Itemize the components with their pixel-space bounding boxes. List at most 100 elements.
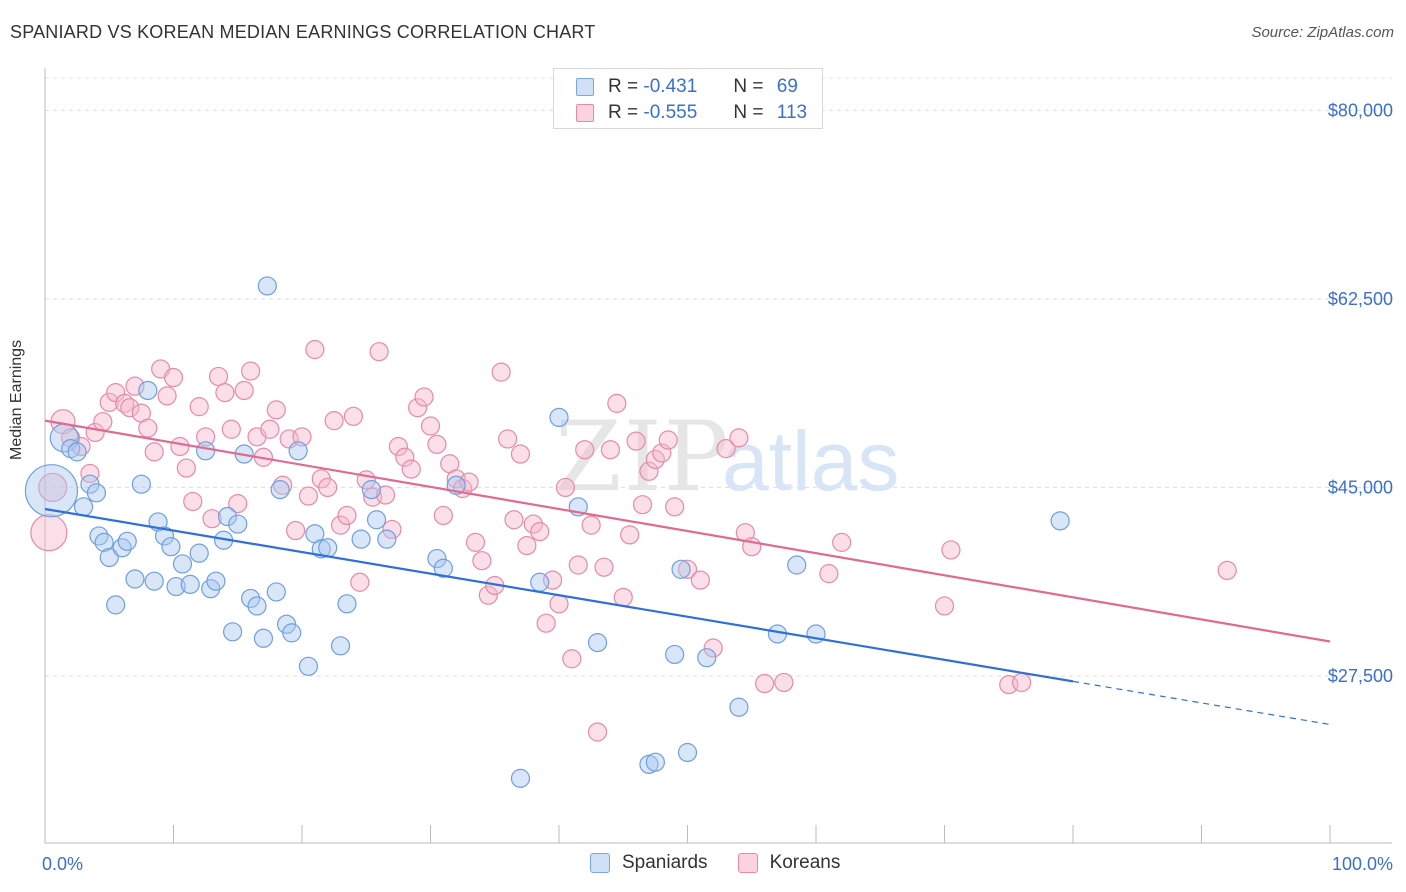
korean-point xyxy=(414,387,434,407)
series-legend-label-spaniards: Spaniards xyxy=(622,852,708,873)
series-spaniards-points xyxy=(24,276,1070,788)
legend-swatch-koreans xyxy=(576,104,594,122)
series-koreans-points xyxy=(30,339,1237,742)
spaniard-point xyxy=(1050,511,1070,531)
spaniard-point xyxy=(154,526,175,546)
y-tick-label: $62,500 xyxy=(1328,289,1393,309)
korean-point xyxy=(183,491,203,512)
spaniard-point xyxy=(510,768,531,788)
korean-point xyxy=(581,515,601,535)
spaniard-point xyxy=(67,442,87,462)
korean-point xyxy=(427,434,447,454)
korean-point xyxy=(234,380,254,401)
y-tick-label: $27,500 xyxy=(1328,666,1393,686)
korean-point xyxy=(472,551,492,571)
korean-point xyxy=(266,400,286,420)
spaniard-point xyxy=(257,276,277,296)
korean-point xyxy=(38,472,68,503)
korean-point xyxy=(401,459,421,479)
spaniard-point xyxy=(99,547,119,568)
korean-point xyxy=(324,411,344,431)
spaniard-point xyxy=(228,514,248,534)
trend-lines xyxy=(44,419,1331,726)
korean-point xyxy=(536,613,556,633)
korean-point xyxy=(504,510,524,530)
korean-point xyxy=(934,596,955,616)
spaniard-point xyxy=(729,697,749,717)
legend-swatch-spaniards xyxy=(576,78,594,96)
korean-point xyxy=(99,392,119,412)
spaniard-point xyxy=(787,555,807,575)
korean-point xyxy=(120,398,140,418)
korean-point xyxy=(465,532,486,552)
korean-point xyxy=(665,497,685,517)
spaniard-point xyxy=(433,558,453,578)
korean-point xyxy=(523,514,543,534)
korean-point xyxy=(318,477,338,498)
spaniard-point xyxy=(330,636,351,656)
korean-point xyxy=(626,431,646,451)
korean-point xyxy=(241,361,261,381)
spaniard-point xyxy=(697,648,717,668)
spaniard-point xyxy=(351,529,371,549)
spaniard-point xyxy=(125,569,145,589)
korean-point xyxy=(433,505,453,526)
korean-point xyxy=(510,444,531,464)
spaniard-point xyxy=(144,571,164,591)
axes xyxy=(44,68,1392,844)
korean-point xyxy=(562,649,582,669)
korean-point xyxy=(420,416,441,436)
korean-point xyxy=(600,440,621,460)
legend-r-value: -0.555 xyxy=(643,102,698,123)
korean-point xyxy=(189,397,209,417)
x-tick-label-end: 100.0% xyxy=(1332,854,1393,874)
spaniard-point xyxy=(270,479,290,500)
series-legend-label-koreans: Koreans xyxy=(769,852,841,873)
korean-point xyxy=(330,515,351,535)
legend-r-label: R = xyxy=(608,76,639,97)
legend-n-value: 113 xyxy=(776,102,808,123)
spaniard-point xyxy=(86,483,107,503)
korean-point xyxy=(260,419,280,439)
series-legend-swatch-spaniards xyxy=(590,853,610,873)
watermark-zip: ZIP xyxy=(555,401,730,513)
legend-r-label: R = xyxy=(608,102,639,123)
source-label: Source: ZipAtlas.com xyxy=(1251,24,1394,41)
spaniard-point xyxy=(106,595,126,615)
korean-point xyxy=(228,493,248,514)
korean-point xyxy=(716,439,736,459)
legend-row-spaniards: R = -0.431 N = 69 xyxy=(576,74,798,100)
korean-point xyxy=(1217,560,1237,581)
spaniard-point xyxy=(645,752,665,772)
spaniard-point xyxy=(161,537,181,557)
spaniard-point xyxy=(172,554,193,574)
korean-point xyxy=(478,585,498,605)
legend-n-label: N = xyxy=(733,76,764,97)
korean-point xyxy=(285,520,306,541)
korean-point xyxy=(221,419,241,439)
spaniard-point xyxy=(217,506,238,527)
korean-point xyxy=(639,461,659,481)
korean-point xyxy=(549,594,569,614)
spaniard-point xyxy=(206,571,226,591)
spaniard-point xyxy=(337,594,357,614)
korean-point xyxy=(395,447,415,467)
spaniards-trend-line xyxy=(44,507,1074,683)
korean-point xyxy=(620,525,640,545)
spaniard-point xyxy=(131,474,151,494)
series-legend: Spaniards Koreans xyxy=(590,852,870,874)
legend-box: R = -0.431 N = 69 R = -0.555 N = 113 xyxy=(553,68,823,129)
korean-point xyxy=(157,386,177,406)
chart-title: SPANIARD VS KOREAN MEDIAN EARNINGS CORRE… xyxy=(10,22,596,42)
korean-point xyxy=(1011,672,1032,693)
spaniard-point xyxy=(189,543,209,563)
korean-point xyxy=(754,673,775,694)
korean-point xyxy=(298,486,319,506)
series-legend-koreans: Koreans xyxy=(737,852,841,874)
korean-point xyxy=(202,509,222,529)
spaniard-point xyxy=(94,532,114,552)
korean-point xyxy=(517,536,537,556)
korean-point xyxy=(613,587,633,607)
korean-point xyxy=(819,564,839,584)
korean-point xyxy=(575,440,595,460)
